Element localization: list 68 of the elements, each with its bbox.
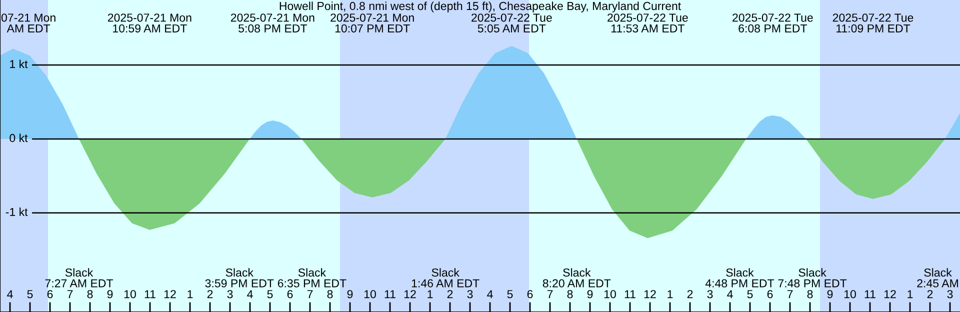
annotation: 2025-07-21 Mon 10:59 AM EDT [108,14,192,32]
x-tick-label: 2 [447,290,453,298]
x-tick-label: 12 [164,290,176,298]
x-tick-label: 5 [747,290,753,298]
x-tick-label: 6 [287,290,293,298]
x-tick-label: 7 [307,290,313,298]
x-tick-label: 10 [124,290,136,298]
x-tick-label: 4 [487,290,493,298]
x-tick-label: 5 [27,290,33,298]
annotation: Slack 7:48 PM EDT [778,268,847,288]
x-tick-label: 5 [507,290,513,298]
x-tick-label: 10 [364,290,376,298]
y-tick-label: -1 kt [6,208,28,216]
annotation: Slack 2:45 AM [917,268,958,288]
x-tick-label: 3 [947,290,953,298]
x-tick-label: 3 [227,290,233,298]
annotation: 2025-07-22 Tue 11:09 PM EDT [832,14,914,32]
x-tick-label: 7 [547,290,553,298]
x-tick-label: 6 [767,290,773,298]
x-tick-label: 2 [927,290,933,298]
x-tick-label: 12 [644,290,656,298]
x-tick-label: 9 [347,290,353,298]
annotation: Slack 1:46 AM EDT [412,268,480,288]
x-tick-label: 7 [787,290,793,298]
y-tick-label: 1 kt [10,60,28,68]
x-tick-label: 1 [428,290,433,298]
x-tick-label: 1 [668,290,673,298]
x-tick-label: 8 [567,290,573,298]
x-tick-label: 2 [687,290,693,298]
y-tick-label: 0 kt [10,134,28,142]
x-tick-label: 11 [144,290,156,298]
x-tick-label: 2 [207,290,213,298]
x-tick-label: 3 [707,290,713,298]
x-tick-label: 8 [327,290,333,298]
x-tick-label: 1 [188,290,193,298]
x-tick-label: 4 [727,290,733,298]
annotation: Slack 3:59 PM EDT [205,268,274,288]
annotation: Slack 7:27 AM EDT [45,268,114,288]
annotation: 07-21 Mon AM EDT [1,14,56,32]
annotation: 2025-07-21 Mon 5:08 PM EDT [230,14,314,32]
x-tick-label: 11 [864,290,876,298]
x-tick-label: 8 [87,290,93,298]
x-tick-label: 6 [527,290,533,298]
x-tick-label: 12 [884,290,896,298]
x-tick-label: 1 [908,290,913,298]
x-tick-label: 10 [844,290,856,298]
annotation: 2025-07-22 Tue 6:08 PM EDT [732,14,813,32]
x-tick-label: 10 [604,290,616,298]
x-tick-label: 12 [404,290,416,298]
x-tick-label: 11 [624,290,636,298]
x-tick-label: 9 [587,290,593,298]
x-tick-label: 11 [384,290,396,298]
x-tick-label: 4 [247,290,253,298]
x-tick-label: 9 [827,290,833,298]
annotation: 2025-07-22 Tue 5:05 AM EDT [472,14,552,32]
annotation: Slack 6:35 PM EDT [278,268,346,288]
annotation: 2025-07-21 Mon 10:07 PM EDT [330,14,414,32]
x-tick-label: 4 [7,290,13,298]
chart-title: Howell Point, 0.8 nmi west of (depth 15 ft), Chesapeake Bay, Maryland Current [280,2,682,12]
x-tick-label: 8 [807,290,813,298]
annotation: 2025-07-22 Tue 11:53 AM EDT [608,14,688,32]
x-tick-label: 6 [47,290,53,298]
annotation: Slack 4:48 PM EDT [705,268,774,288]
annotation: Slack 8:20 AM EDT [542,268,611,288]
x-tick-label: 7 [67,290,73,298]
x-tick-label: 9 [107,290,113,298]
x-tick-label: 5 [267,290,273,298]
x-tick-label: 3 [467,290,473,298]
